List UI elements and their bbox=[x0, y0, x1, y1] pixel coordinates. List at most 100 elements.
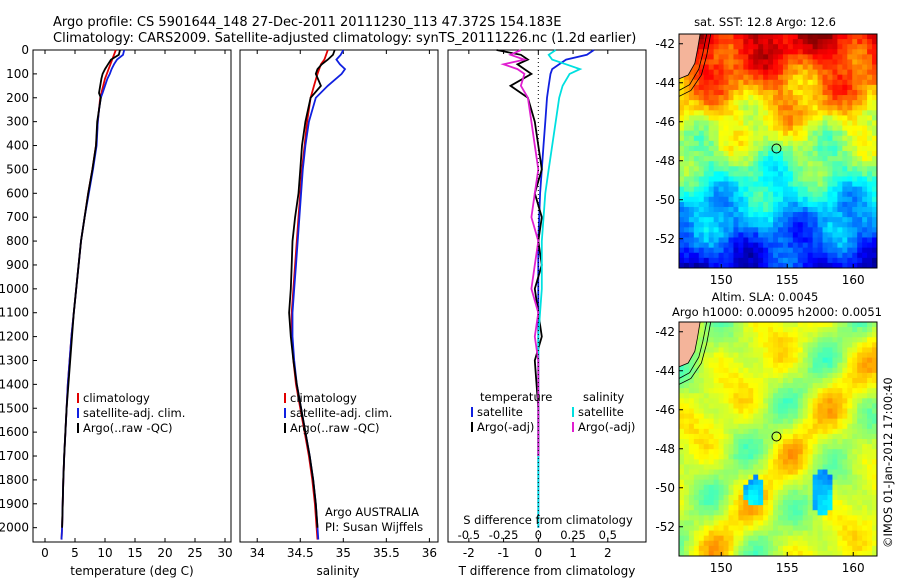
map-cell bbox=[693, 408, 700, 415]
map-cell bbox=[847, 439, 853, 445]
map-cell bbox=[842, 49, 848, 55]
map-cell bbox=[802, 151, 809, 157]
map-cell bbox=[847, 161, 853, 167]
map-cell bbox=[698, 454, 705, 460]
map-cell bbox=[703, 479, 710, 486]
map-cell bbox=[872, 540, 877, 547]
map-cell bbox=[872, 120, 877, 127]
map-cell bbox=[773, 322, 779, 328]
map-cell bbox=[862, 100, 868, 106]
map-cell bbox=[778, 332, 784, 338]
map-cell bbox=[787, 454, 794, 460]
map-cell bbox=[679, 433, 685, 440]
map-cell bbox=[842, 550, 848, 556]
map-cell bbox=[713, 423, 720, 430]
map-cell bbox=[802, 464, 809, 471]
map-cell bbox=[718, 130, 725, 137]
map-cell bbox=[792, 64, 799, 71]
map-cell bbox=[867, 227, 873, 233]
map-cell bbox=[753, 252, 759, 259]
map-cell bbox=[723, 130, 730, 137]
map-cell bbox=[773, 535, 779, 542]
map-cell bbox=[792, 515, 799, 521]
map-cell bbox=[787, 505, 794, 511]
map-cell bbox=[852, 212, 858, 218]
map-cell bbox=[743, 151, 749, 157]
map-cell bbox=[773, 337, 779, 343]
difference-legend-label: satellite bbox=[477, 405, 523, 419]
map-cell bbox=[683, 237, 690, 244]
map-cell bbox=[792, 201, 799, 208]
salinity-legend-label: Argo(..raw -QC) bbox=[290, 421, 380, 435]
difference-legend-label: Argo(-adj) bbox=[477, 420, 534, 434]
map-cell bbox=[748, 403, 754, 410]
map-cell bbox=[792, 186, 799, 193]
map-cell bbox=[688, 156, 695, 162]
map-cell bbox=[837, 459, 843, 466]
map-cell bbox=[852, 530, 858, 537]
map-cell bbox=[842, 520, 848, 527]
map-cell bbox=[679, 459, 685, 466]
map-cell bbox=[768, 252, 774, 259]
map-cell bbox=[703, 433, 710, 440]
map-cell bbox=[688, 171, 695, 178]
map-cell bbox=[693, 484, 700, 491]
map-cell bbox=[718, 252, 725, 259]
map-cell bbox=[768, 469, 774, 476]
map-cell bbox=[847, 242, 853, 249]
map-cell bbox=[743, 196, 749, 203]
map-cell bbox=[763, 510, 769, 516]
map-cell bbox=[802, 206, 809, 213]
map-cell bbox=[787, 372, 794, 379]
map-cell bbox=[763, 347, 769, 354]
map-cell bbox=[842, 484, 848, 491]
map-cell bbox=[703, 515, 710, 521]
map-cell bbox=[797, 176, 804, 183]
map-cell bbox=[698, 347, 705, 354]
map-cell bbox=[872, 44, 877, 50]
map-cell bbox=[733, 171, 739, 178]
map-cell bbox=[802, 388, 809, 394]
map-cell bbox=[807, 525, 814, 532]
map-cell bbox=[852, 393, 858, 399]
map-cell bbox=[773, 151, 779, 157]
map-cell bbox=[822, 257, 829, 264]
map-cell bbox=[812, 237, 819, 244]
map-cell bbox=[778, 130, 784, 137]
map-cell bbox=[872, 156, 877, 162]
map-cell bbox=[792, 393, 799, 399]
map-cell bbox=[748, 64, 754, 71]
map-cell bbox=[872, 423, 877, 430]
map-cell bbox=[778, 505, 784, 511]
map-cell bbox=[708, 449, 715, 455]
map-cell bbox=[787, 212, 794, 218]
map-cell bbox=[782, 489, 789, 496]
map-cell bbox=[852, 403, 858, 410]
map-cell bbox=[763, 474, 769, 481]
map-cell bbox=[743, 347, 749, 354]
map-cell bbox=[862, 408, 868, 415]
map-cell bbox=[857, 54, 863, 61]
map-cell bbox=[832, 181, 838, 188]
map-cell bbox=[852, 515, 858, 521]
s-difference-tick-label: 0.5 bbox=[599, 528, 617, 542]
map-cell bbox=[693, 140, 700, 147]
map-cell bbox=[837, 242, 843, 249]
map-cell bbox=[753, 372, 759, 379]
map-cell bbox=[679, 232, 685, 239]
map-cell bbox=[723, 454, 730, 460]
map-cell bbox=[807, 408, 814, 415]
map-cell bbox=[679, 464, 685, 471]
map-cell bbox=[802, 120, 809, 127]
map-cell bbox=[703, 505, 710, 511]
map-cell bbox=[728, 186, 735, 193]
map-cell bbox=[862, 459, 868, 466]
map-cell bbox=[708, 237, 715, 244]
map-cell bbox=[758, 377, 764, 384]
map-cell bbox=[743, 413, 749, 420]
map-cell bbox=[763, 44, 769, 50]
map-cell bbox=[688, 191, 695, 198]
map-cell bbox=[832, 206, 838, 213]
map-cell bbox=[862, 550, 868, 556]
